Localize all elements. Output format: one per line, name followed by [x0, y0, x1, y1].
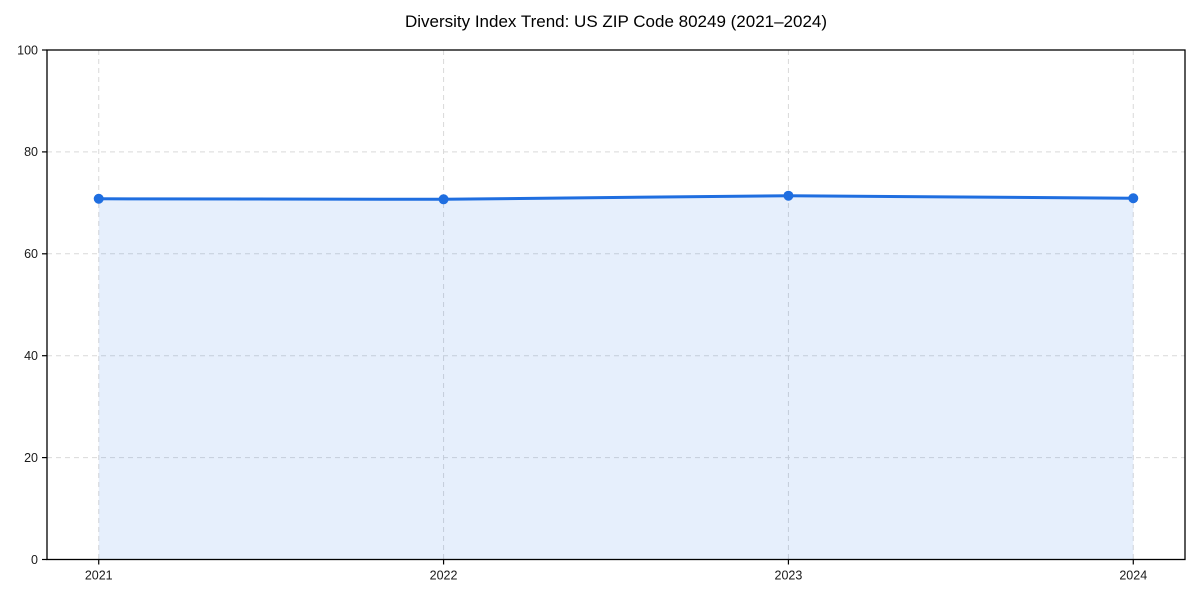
data-point-2021	[93, 193, 104, 204]
y-tick-label: 80	[24, 145, 38, 159]
x-tick-label: 2022	[430, 569, 458, 583]
y-tick-label: 0	[31, 553, 38, 567]
chart-title: Diversity Index Trend: US ZIP Code 80249…	[404, 12, 828, 31]
trend-line	[97, 194, 1135, 201]
x-tick-label: 2024	[1119, 569, 1147, 583]
y-tick-label: 20	[24, 451, 38, 465]
data-point-2024	[1128, 193, 1139, 204]
y-tick-label: 100	[17, 43, 38, 57]
plot-background	[47, 50, 1185, 560]
area-fill	[98, 195, 1134, 560]
data-point-2023	[783, 190, 794, 201]
y-tick-label: 40	[24, 349, 38, 363]
data-point-2022	[438, 194, 449, 205]
y-tick-label: 60	[24, 247, 38, 261]
x-tick-label: 2023	[775, 569, 803, 583]
axes-border	[46, 49, 1186, 561]
x-tick-label: 2021	[85, 569, 113, 583]
